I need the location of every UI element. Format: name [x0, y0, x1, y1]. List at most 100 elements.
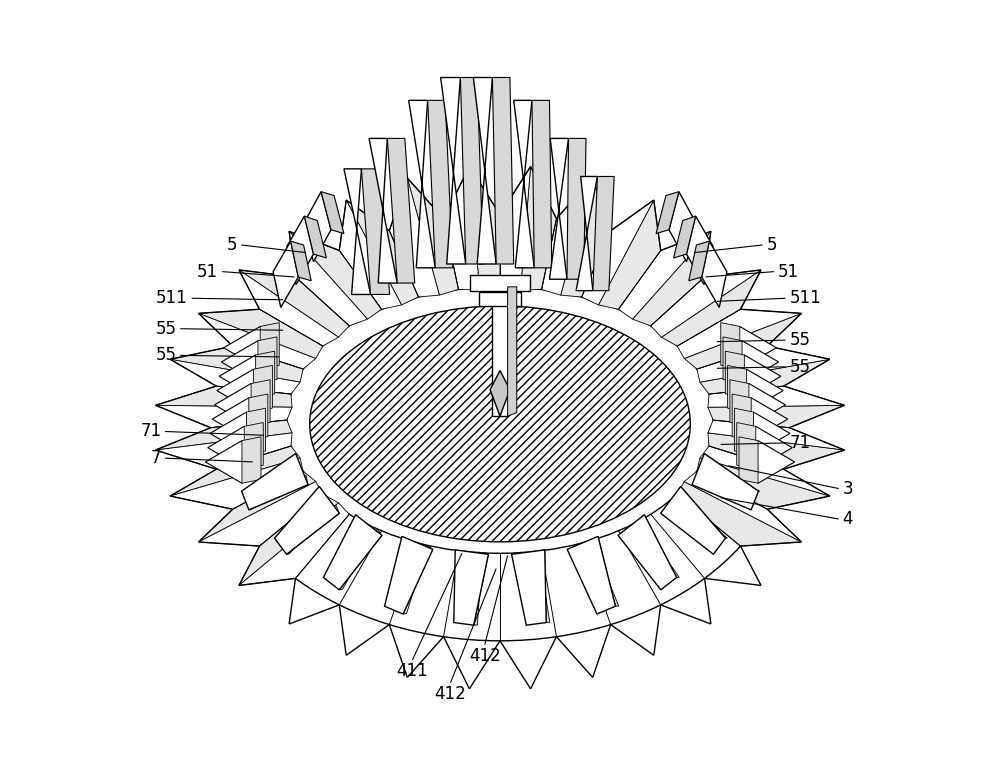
Polygon shape — [321, 192, 344, 234]
Polygon shape — [253, 365, 272, 412]
Polygon shape — [170, 346, 303, 382]
Polygon shape — [403, 545, 433, 614]
Polygon shape — [361, 169, 390, 294]
Text: 55: 55 — [155, 346, 176, 364]
Polygon shape — [514, 100, 534, 268]
Polygon shape — [576, 176, 597, 290]
Polygon shape — [344, 169, 371, 294]
Polygon shape — [727, 341, 779, 384]
Polygon shape — [725, 326, 776, 369]
Polygon shape — [677, 309, 801, 358]
Polygon shape — [304, 216, 326, 258]
Polygon shape — [708, 420, 845, 450]
Polygon shape — [407, 178, 458, 295]
Polygon shape — [633, 231, 711, 326]
Polygon shape — [700, 359, 830, 394]
Polygon shape — [725, 351, 744, 397]
Text: 55: 55 — [155, 319, 176, 338]
Polygon shape — [732, 394, 751, 440]
Text: 511: 511 — [789, 290, 821, 307]
Polygon shape — [287, 505, 339, 554]
Polygon shape — [692, 454, 758, 510]
Polygon shape — [242, 454, 308, 510]
Polygon shape — [256, 351, 275, 397]
Text: 3: 3 — [843, 480, 853, 497]
Polygon shape — [702, 454, 760, 491]
Polygon shape — [618, 231, 711, 319]
Text: 55: 55 — [789, 331, 810, 349]
Polygon shape — [532, 100, 552, 268]
Polygon shape — [674, 216, 696, 258]
Polygon shape — [428, 100, 453, 268]
Text: 71: 71 — [140, 422, 161, 441]
Polygon shape — [656, 192, 679, 234]
Polygon shape — [170, 458, 303, 510]
Polygon shape — [409, 100, 435, 268]
Polygon shape — [239, 270, 349, 337]
Polygon shape — [208, 426, 259, 469]
Polygon shape — [739, 437, 758, 484]
Polygon shape — [242, 437, 261, 484]
Polygon shape — [490, 371, 510, 416]
Polygon shape — [669, 192, 696, 262]
Polygon shape — [741, 426, 792, 469]
Polygon shape — [738, 412, 790, 455]
Polygon shape — [215, 384, 266, 426]
Text: 412: 412 — [435, 685, 466, 703]
Polygon shape — [592, 536, 619, 606]
Polygon shape — [677, 487, 727, 538]
Polygon shape — [508, 286, 517, 416]
Polygon shape — [219, 355, 271, 397]
Polygon shape — [212, 398, 264, 440]
Polygon shape — [567, 138, 586, 279]
Polygon shape — [387, 138, 415, 283]
Polygon shape — [618, 515, 677, 590]
Polygon shape — [249, 394, 268, 440]
Polygon shape — [728, 365, 747, 412]
Polygon shape — [700, 446, 830, 496]
Polygon shape — [473, 77, 496, 264]
Text: 51: 51 — [197, 263, 218, 280]
Polygon shape — [239, 503, 349, 585]
Text: 511: 511 — [156, 290, 188, 307]
Polygon shape — [512, 550, 546, 625]
Polygon shape — [454, 550, 488, 625]
Polygon shape — [389, 178, 439, 297]
Polygon shape — [661, 487, 725, 554]
Polygon shape — [441, 77, 466, 264]
Polygon shape — [260, 322, 279, 369]
Polygon shape — [155, 433, 292, 469]
Polygon shape — [708, 405, 845, 428]
Polygon shape — [689, 241, 709, 280]
Polygon shape — [273, 241, 298, 307]
Polygon shape — [684, 313, 801, 369]
Text: 4: 4 — [843, 510, 853, 528]
Polygon shape — [205, 441, 257, 484]
Polygon shape — [567, 536, 615, 614]
Polygon shape — [199, 481, 323, 546]
Polygon shape — [721, 322, 740, 369]
Polygon shape — [730, 380, 749, 426]
Polygon shape — [275, 487, 339, 554]
Polygon shape — [661, 270, 761, 346]
Polygon shape — [217, 369, 269, 412]
Polygon shape — [723, 337, 742, 384]
Polygon shape — [736, 398, 788, 440]
Polygon shape — [244, 422, 263, 469]
Polygon shape — [651, 270, 761, 337]
Polygon shape — [247, 408, 266, 455]
Text: 55: 55 — [789, 358, 810, 376]
Polygon shape — [734, 384, 785, 426]
Polygon shape — [155, 386, 292, 407]
Polygon shape — [291, 241, 311, 280]
Polygon shape — [677, 481, 801, 546]
Polygon shape — [170, 446, 300, 496]
Polygon shape — [460, 77, 483, 264]
Polygon shape — [323, 515, 382, 590]
Polygon shape — [251, 380, 270, 426]
Text: 411: 411 — [397, 662, 428, 680]
Polygon shape — [686, 216, 713, 284]
Polygon shape — [474, 553, 488, 625]
Polygon shape — [492, 286, 508, 416]
Polygon shape — [582, 200, 654, 305]
